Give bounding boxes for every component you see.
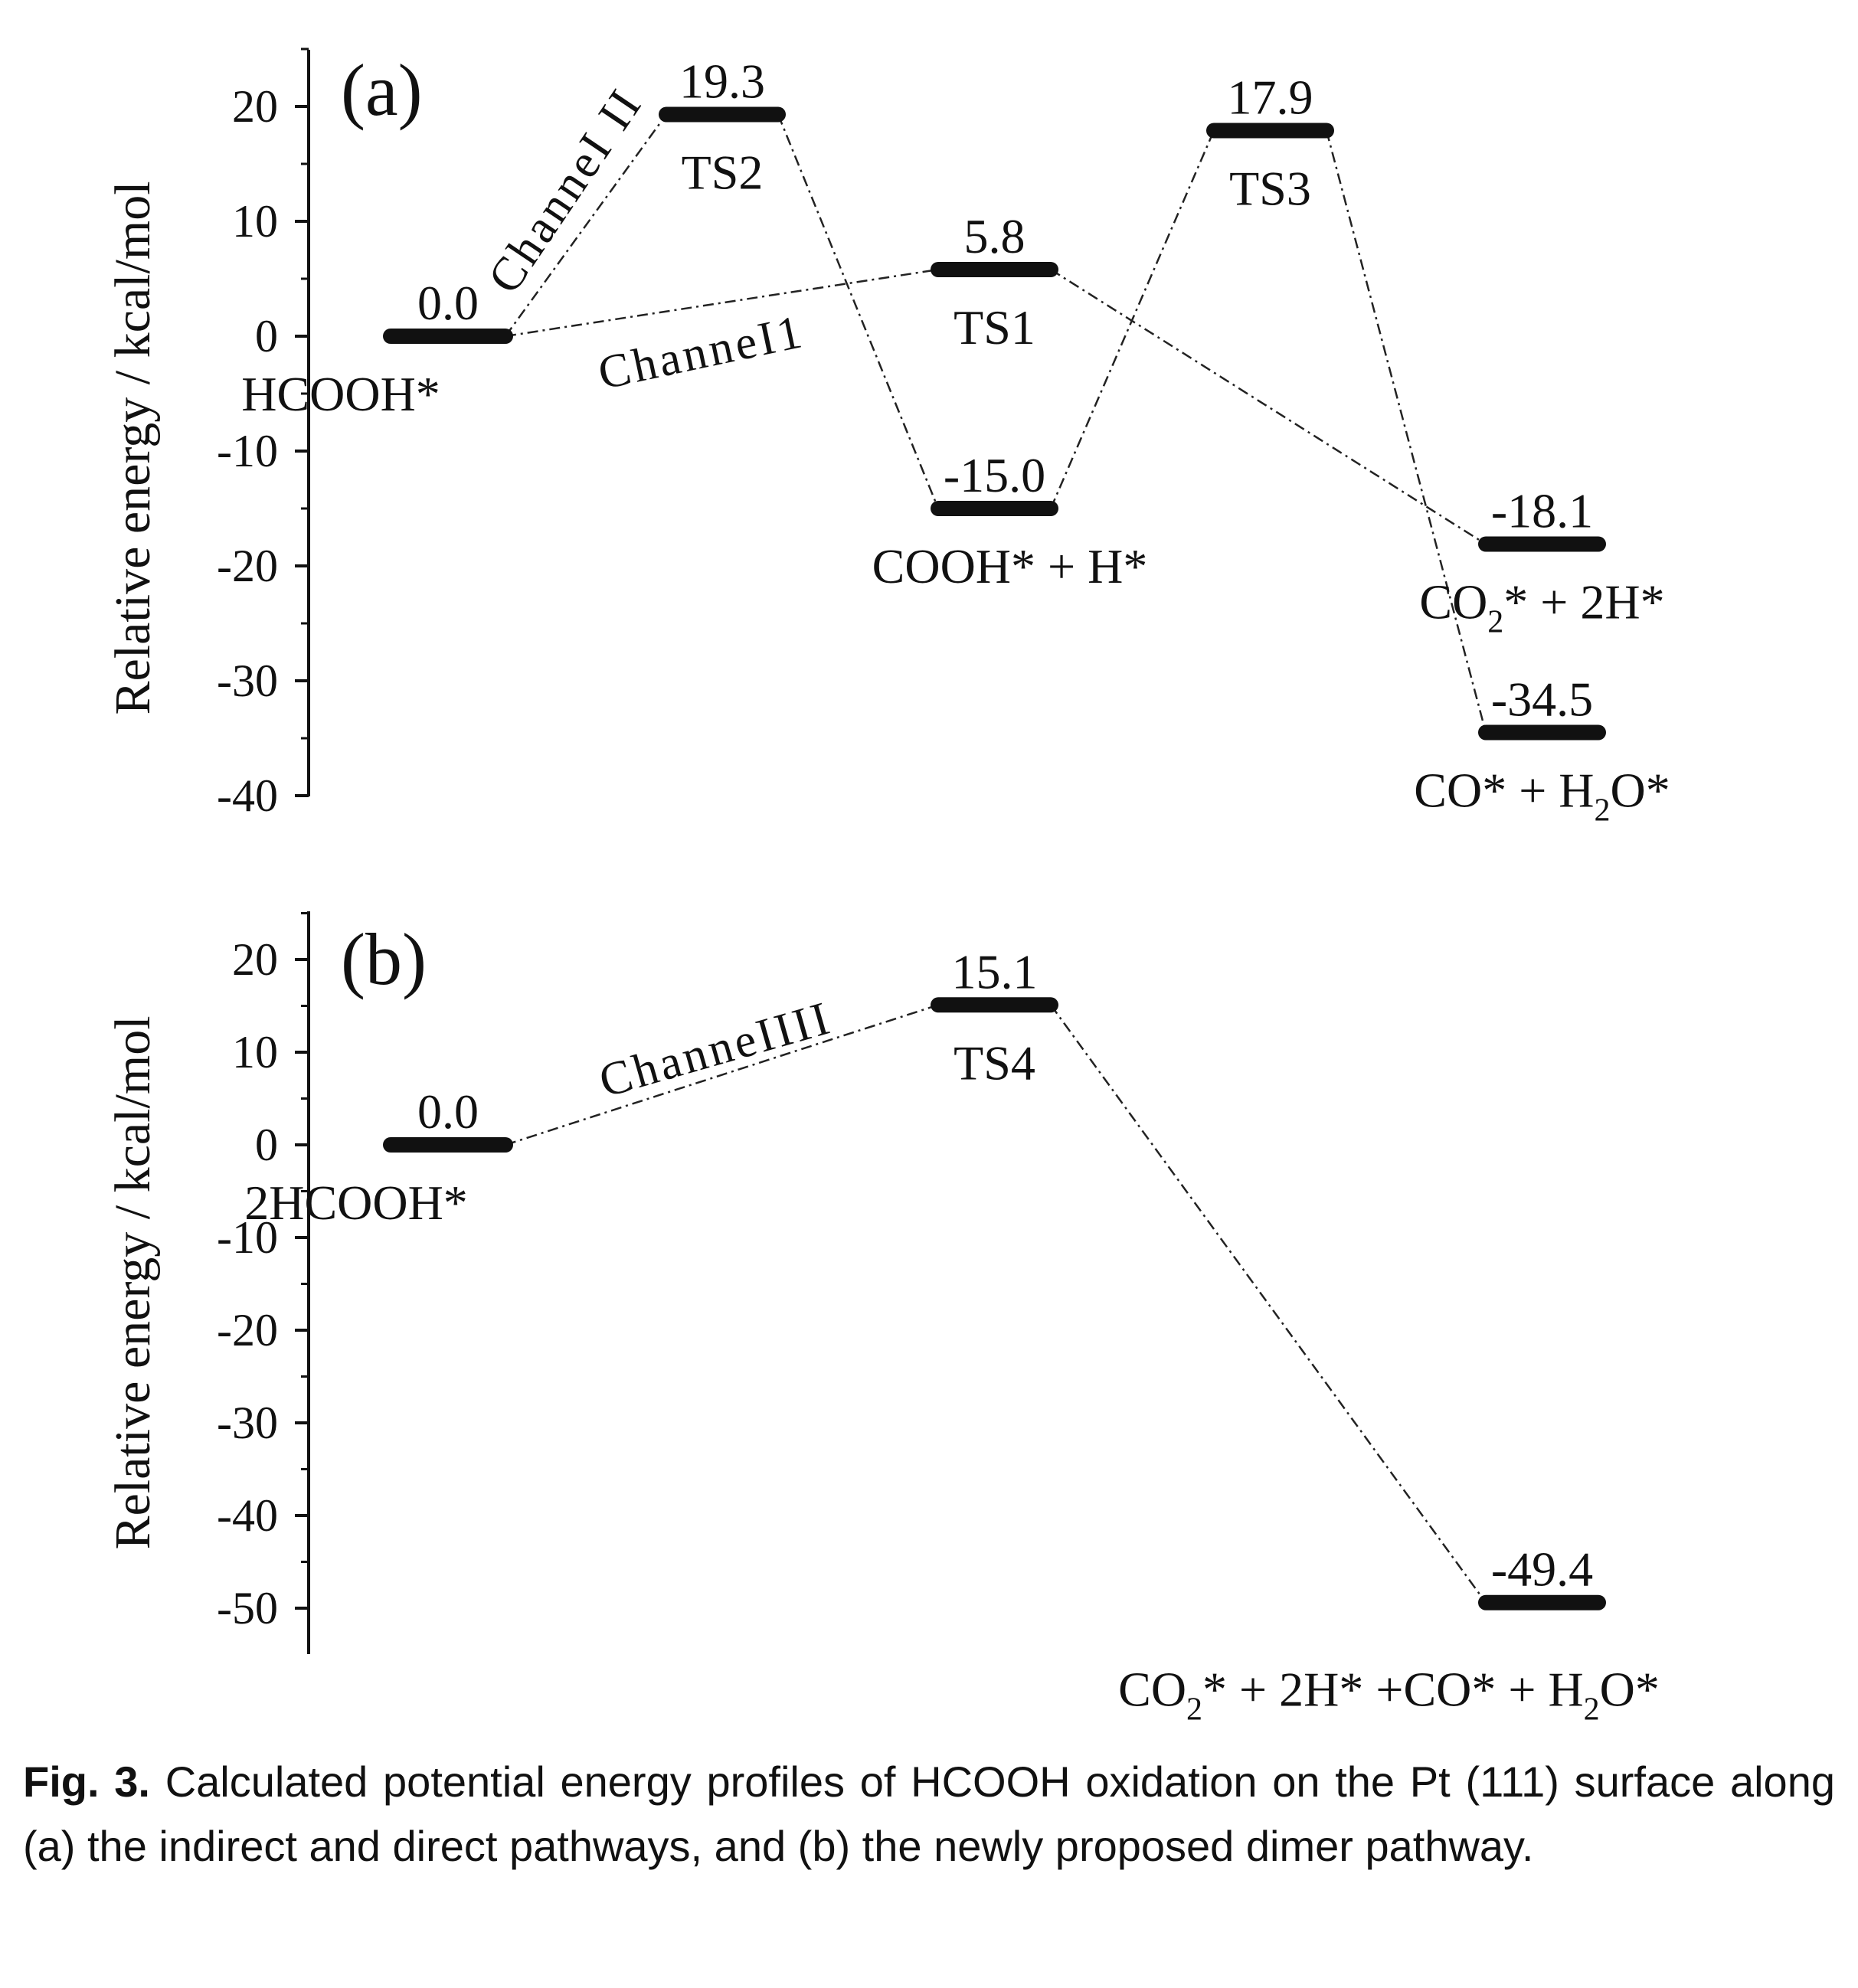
y-tick-label: -20 bbox=[217, 1305, 278, 1355]
y-tick-label: 0 bbox=[255, 311, 278, 361]
y-tick-label: -10 bbox=[217, 1212, 278, 1263]
species-text: CO bbox=[1118, 1663, 1186, 1717]
species-label: 2HCOOH* bbox=[244, 1175, 468, 1230]
energy-value-label: -34.5 bbox=[1491, 672, 1593, 727]
energy-value-label: 5.8 bbox=[964, 209, 1025, 263]
energy-value-label: -49.4 bbox=[1491, 1542, 1593, 1597]
species-label: TS2 bbox=[682, 146, 764, 200]
connector-line bbox=[1325, 130, 1487, 733]
connector-line bbox=[1050, 268, 1487, 545]
channel-label: ChanneI1 bbox=[594, 306, 809, 400]
y-tick-label: -30 bbox=[217, 1398, 278, 1448]
species-text: * + 2H* bbox=[1503, 575, 1664, 629]
energy-value-label: 15.1 bbox=[952, 944, 1038, 999]
y-tick-label: -20 bbox=[217, 541, 278, 591]
y-tick-label: -10 bbox=[217, 426, 278, 476]
y-tick-label: -40 bbox=[217, 1490, 278, 1541]
connector-line bbox=[505, 1004, 939, 1146]
species-label: TS3 bbox=[1229, 162, 1311, 216]
species-subscript: 2 bbox=[1584, 1692, 1600, 1728]
species-label: TS1 bbox=[954, 300, 1035, 355]
panel-label: (a) bbox=[341, 49, 423, 131]
species-label: COOH* + H* bbox=[872, 539, 1148, 593]
figure-caption: Fig. 3. Calculated potential energy prof… bbox=[23, 1750, 1835, 1878]
panel-label: (b) bbox=[341, 918, 427, 1000]
energy-value-label: -15.0 bbox=[944, 448, 1045, 502]
connector-line bbox=[777, 114, 940, 509]
y-tick-label: 0 bbox=[255, 1120, 278, 1170]
energy-value-label: -18.1 bbox=[1491, 484, 1593, 538]
energy-value-label: 17.9 bbox=[1228, 70, 1313, 125]
caption-text: Calculated potential energy profiles of … bbox=[23, 1757, 1835, 1870]
y-tick-label: 10 bbox=[232, 196, 278, 247]
species-label: CO* + H2O* bbox=[1414, 763, 1670, 829]
energy-value-label: 0.0 bbox=[417, 1084, 479, 1139]
connector-line bbox=[504, 113, 668, 337]
panel-b-chart: 20 10 0 -10 -20 -30 -40 -50 Relative energy / kc… bbox=[105, 911, 1660, 1728]
species-label: CO2* + 2H* +CO* + H2O* bbox=[1118, 1663, 1660, 1728]
energy-value-label: 0.0 bbox=[417, 276, 479, 330]
connector-line bbox=[1049, 130, 1215, 509]
y-tick-label: -30 bbox=[217, 656, 278, 706]
y-axis-label: Relative energy / kcal/mol bbox=[105, 1015, 161, 1549]
y-tick-label: -40 bbox=[217, 770, 278, 821]
species-text: O* bbox=[1611, 763, 1670, 818]
species-subscript: 2 bbox=[1595, 793, 1611, 829]
y-tick-label: 20 bbox=[232, 81, 278, 132]
species-text: * + 2H* +CO* + H bbox=[1202, 1663, 1584, 1717]
species-label: CO2* + 2H* bbox=[1419, 575, 1664, 640]
species-subscript: 2 bbox=[1186, 1692, 1202, 1728]
panel-a-chart: 20 10 0 -10 -20 -30 -40 Relative energy / kcal/… bbox=[105, 47, 1670, 829]
connector-line bbox=[505, 268, 939, 338]
y-tick-label: 20 bbox=[232, 934, 278, 985]
y-tick-label: 10 bbox=[232, 1027, 278, 1077]
energy-value-label: 19.3 bbox=[679, 54, 765, 109]
species-text: O* bbox=[1600, 1663, 1660, 1717]
species-subscript: 2 bbox=[1487, 605, 1503, 640]
channel-label: ChanneI II bbox=[478, 79, 653, 302]
species-label: HCOOH* bbox=[241, 367, 440, 421]
y-axis-label: Relative energy / kcal/mol bbox=[105, 181, 161, 714]
channel-label: ChanneIIII bbox=[594, 992, 838, 1107]
caption-label: Fig. 3. bbox=[23, 1757, 150, 1806]
species-text: CO* + H bbox=[1414, 763, 1594, 818]
connector-line bbox=[1049, 1004, 1487, 1604]
y-tick-label: -50 bbox=[217, 1583, 278, 1633]
species-text: CO bbox=[1419, 575, 1487, 629]
species-label: TS4 bbox=[954, 1035, 1035, 1090]
